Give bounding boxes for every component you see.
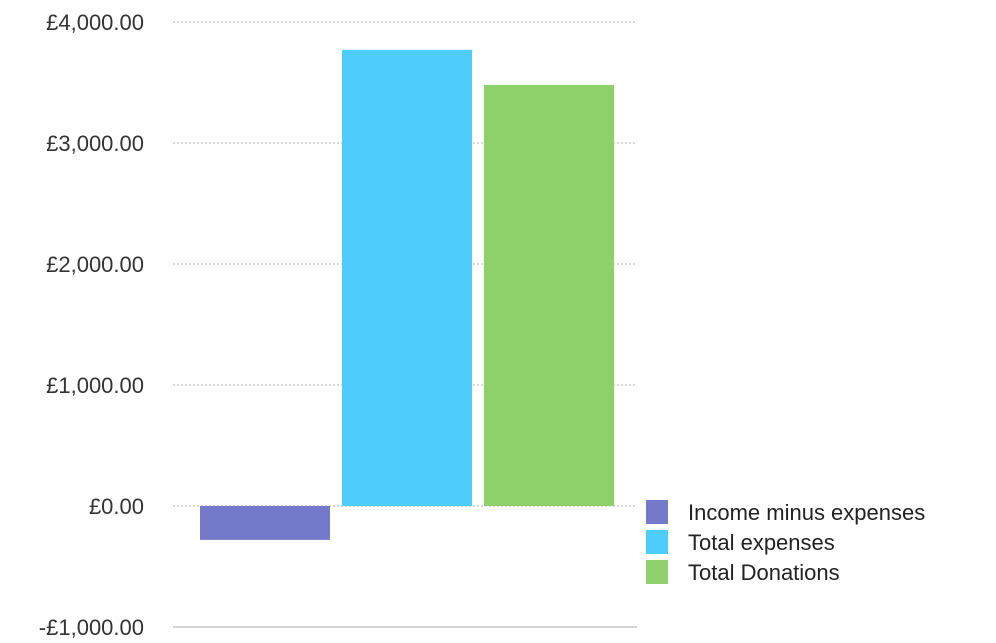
bar-income-minus-expenses	[200, 506, 330, 540]
y-tick-label: -£1,000.00	[39, 615, 144, 640]
bar-total-donations	[484, 84, 614, 507]
y-tick-label: £1,000.00	[46, 373, 144, 398]
legend-label: Total expenses	[688, 530, 835, 555]
legend-label: Income minus expenses	[688, 500, 925, 525]
bars	[200, 49, 614, 540]
legend-swatch	[646, 560, 668, 584]
legend: Income minus expenses Total expenses Total…	[646, 500, 925, 585]
y-tick-label: £2,000.00	[46, 252, 144, 277]
legend-label: Total Donations	[688, 560, 840, 585]
y-tick-label: £3,000.00	[46, 131, 144, 156]
bar-total-expenses	[342, 49, 472, 506]
y-tick-label: £0.00	[89, 494, 144, 519]
legend-swatch	[646, 530, 668, 554]
y-axis-tick-labels: £4,000.00 £3,000.00 £2,000.00 £1,000.00 £0.0…	[39, 10, 144, 640]
legend-swatch	[646, 500, 668, 524]
y-tick-label: £4,000.00	[46, 10, 144, 35]
